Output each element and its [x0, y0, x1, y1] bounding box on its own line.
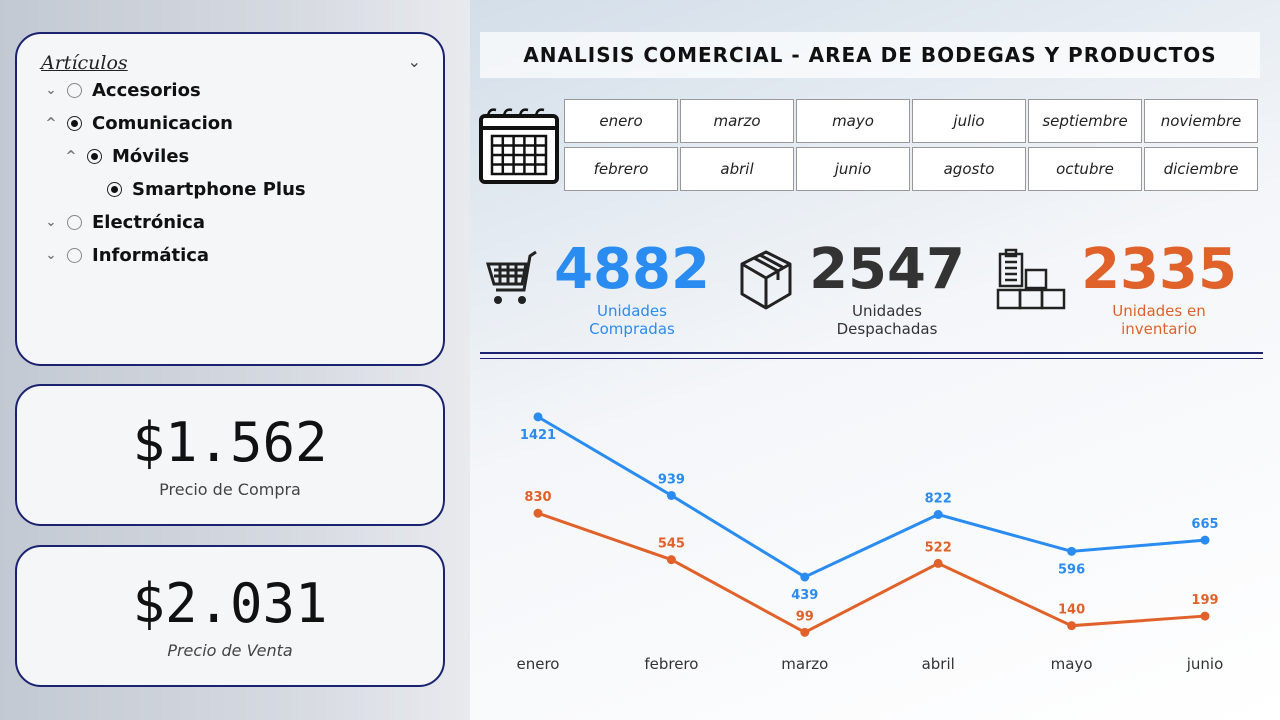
data-point[interactable]	[933, 510, 943, 520]
data-label: 522	[925, 540, 952, 555]
data-point[interactable]	[1200, 535, 1210, 545]
units-line-chart: 1421 939 439 822 596 665 830 545 99 522 140 199 ener…	[517, 412, 1224, 673]
slicer-item-label: Electrónica	[92, 212, 205, 233]
expand-toggle-icon[interactable]: ⌄	[45, 83, 57, 98]
month-button[interactable]: marzo	[680, 99, 794, 143]
radio-icon[interactable]	[67, 116, 82, 131]
slicer-item-label: Informática	[92, 245, 210, 266]
precio-compra-value: $1.562	[132, 411, 328, 474]
data-point[interactable]	[1200, 611, 1210, 621]
x-tick-label: marzo	[781, 655, 828, 673]
x-tick-label: mayo	[1051, 655, 1093, 673]
data-point[interactable]	[800, 627, 810, 637]
divider	[480, 358, 1263, 359]
series-line	[537, 415, 1206, 579]
slicer-items: ⌄ Accesorios ^ Comunicacion ^ Móviles Smartpho…	[41, 74, 419, 272]
month-button[interactable]: noviembre	[1144, 99, 1258, 143]
data-label: 99	[796, 609, 814, 624]
month-button[interactable]: octubre	[1028, 147, 1142, 191]
shopping-cart-icon	[485, 250, 537, 304]
expand-toggle-icon[interactable]: ⌄	[45, 248, 57, 263]
data-point[interactable]	[666, 490, 676, 500]
precio-compra-card: $1.562 Precio de Compra	[15, 384, 445, 526]
calendar-icon	[479, 108, 559, 184]
x-tick-label: febrero	[644, 655, 698, 673]
expand-toggle-icon[interactable]: ^	[45, 116, 57, 131]
data-point[interactable]	[933, 558, 943, 568]
precio-venta-card: $2.031 Precio de Venta	[15, 545, 445, 687]
kpi-inventario: 2335 Unidades en inventario	[1072, 237, 1246, 339]
precio-venta-label: Precio de Venta	[167, 641, 293, 660]
data-label: 822	[925, 492, 952, 507]
kpi-compradas: 4882 Unidades Compradas	[552, 237, 712, 339]
expand-toggle-icon[interactable]: ⌄	[45, 215, 57, 230]
kpi-compradas-value: 4882	[554, 237, 710, 302]
chevron-down-icon[interactable]: ⌄	[407, 52, 421, 71]
precio-venta-value: $2.031	[132, 572, 328, 635]
data-point[interactable]	[1067, 621, 1077, 631]
expand-toggle-icon[interactable]: ^	[65, 149, 77, 164]
month-button[interactable]: agosto	[912, 147, 1026, 191]
data-label: 140	[1058, 603, 1085, 618]
data-label: 830	[524, 490, 551, 505]
data-point[interactable]	[533, 508, 543, 518]
slicer-item[interactable]: ⌄ Accesorios	[41, 74, 419, 107]
x-tick-label: junio	[1186, 655, 1224, 673]
slicer-item[interactable]: ⌄ Informática	[41, 239, 419, 272]
month-button[interactable]: febrero	[564, 147, 678, 191]
precio-compra-label: Precio de Compra	[159, 480, 301, 499]
slicer-item-label: Comunicacion	[92, 113, 233, 134]
kpi-despachadas-value: 2547	[809, 237, 965, 302]
articulos-slicer: Artículos ⌄ ⌄ Accesorios ^ Comunicacion ^ Móv…	[15, 32, 445, 366]
slicer-item[interactable]: ⌄ Electrónica	[41, 206, 419, 239]
data-label: 439	[791, 588, 818, 603]
kpi-inventario-label: Unidades en inventario	[1112, 302, 1206, 338]
slicer-item-label: Accesorios	[92, 80, 201, 101]
month-button[interactable]: enero	[564, 99, 678, 143]
slicer-title: Artículos	[41, 52, 128, 74]
month-button[interactable]: mayo	[796, 99, 910, 143]
slicer-item[interactable]: ^ Comunicacion	[41, 107, 419, 140]
slicer-item-label: Smartphone Plus	[132, 179, 306, 200]
data-label: 545	[658, 537, 685, 552]
inventory-icon	[996, 248, 1066, 310]
series-line	[537, 511, 1206, 635]
radio-icon[interactable]	[87, 149, 102, 164]
data-point[interactable]	[666, 555, 676, 565]
data-point[interactable]	[1067, 546, 1077, 556]
data-label: 199	[1191, 593, 1218, 608]
kpi-despachadas: 2547 Unidades Despachadas	[800, 237, 974, 339]
box-icon	[740, 250, 792, 310]
x-tick-label: abril	[922, 655, 955, 673]
kpi-compradas-label: Unidades Compradas	[589, 302, 675, 338]
divider	[480, 352, 1263, 354]
month-button[interactable]: abril	[680, 147, 794, 191]
data-label: 665	[1191, 517, 1218, 532]
radio-icon[interactable]	[67, 215, 82, 230]
data-point[interactable]	[800, 572, 810, 582]
slicer-item[interactable]: ^ Móviles	[41, 140, 419, 173]
kpi-despachadas-label: Unidades Despachadas	[836, 302, 938, 338]
radio-icon[interactable]	[67, 83, 82, 98]
data-label: 939	[658, 472, 685, 487]
month-button[interactable]: julio	[912, 99, 1026, 143]
slicer-item-label: Móviles	[112, 146, 190, 167]
month-button[interactable]: diciembre	[1144, 147, 1258, 191]
kpi-inventario-value: 2335	[1081, 237, 1237, 302]
month-button[interactable]: junio	[796, 147, 910, 191]
data-label: 1421	[520, 428, 556, 443]
radio-icon[interactable]	[107, 182, 122, 197]
data-label: 596	[1058, 562, 1085, 577]
radio-icon[interactable]	[67, 248, 82, 263]
month-button[interactable]: septiembre	[1028, 99, 1142, 143]
page-title: ANALISIS COMERCIAL - AREA DE BODEGAS Y P…	[480, 32, 1260, 78]
data-point[interactable]	[533, 412, 543, 422]
month-slicer: enero marzo mayo julio septiembre noviembre fe…	[564, 99, 1258, 191]
x-tick-label: enero	[517, 655, 560, 673]
slicer-item[interactable]: Smartphone Plus	[41, 173, 419, 206]
